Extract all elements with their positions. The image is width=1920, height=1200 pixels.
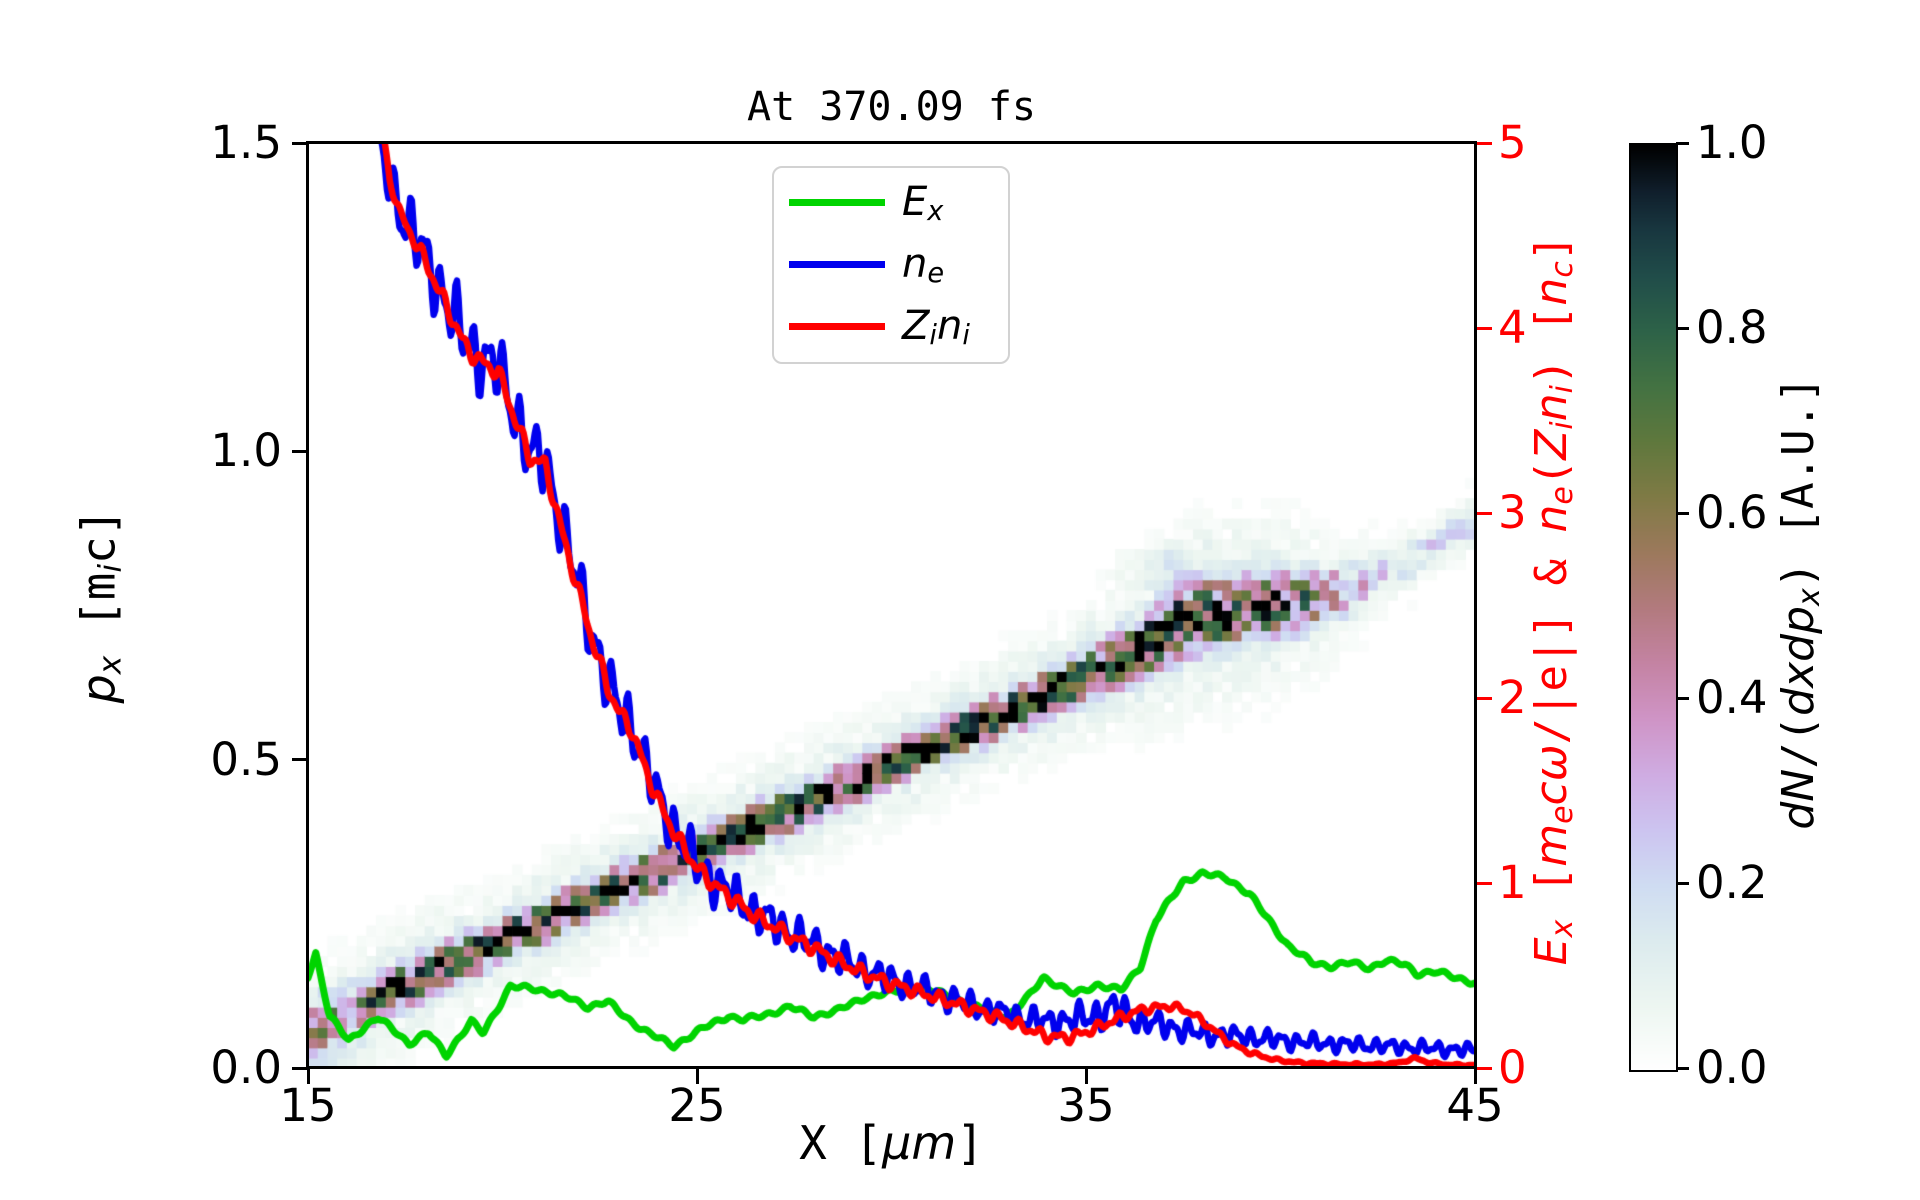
label-segment: e: [1544, 805, 1580, 824]
legend-box: Ex ne Zini: [772, 166, 1010, 364]
label-segment: [m: [71, 572, 126, 656]
y-right-tick-label: 3: [1498, 486, 1527, 539]
x-tick: [1084, 1069, 1088, 1084]
x-tick: [1473, 1069, 1477, 1084]
colorbar-tick: [1676, 141, 1689, 145]
plot-title: At 370.09 fs: [747, 84, 1036, 130]
x-tick-label: 25: [668, 1079, 726, 1132]
label-segment: x: [1791, 588, 1827, 606]
y-left-tick: [292, 141, 307, 145]
legend-line-swatch: [789, 261, 885, 269]
y-right-tick-label: 1: [1498, 856, 1527, 909]
colorbar-label: dN/(dxdpx) [A.U.]: [1773, 376, 1827, 829]
y-right-tick: [1477, 511, 1492, 515]
colorbar-gradient: [1631, 145, 1676, 1070]
y-right-tick-label: 0: [1498, 1041, 1527, 1094]
label-segment: i: [929, 319, 937, 351]
y-left-tick-label: 1.0: [210, 424, 282, 478]
legend-line-swatch: [789, 323, 885, 331]
label-segment: ): [1773, 535, 1825, 589]
label-segment: n: [902, 241, 928, 288]
label-segment: Z: [902, 303, 930, 350]
label-segment: i: [1544, 421, 1580, 430]
x-tick-label: 15: [279, 1079, 337, 1132]
label-segment: i: [92, 563, 129, 573]
legend-line-swatch: [789, 199, 885, 207]
colorbar-tick-label: 1.0: [1696, 116, 1768, 169]
y-left-tick: [292, 1066, 307, 1070]
y-left-tick-label: 1.5: [210, 116, 282, 169]
label-segment: c: [1544, 261, 1580, 278]
label-segment: x: [927, 195, 944, 227]
label-segment: x: [92, 655, 129, 675]
label-segment: c]: [71, 508, 126, 564]
x-tick: [306, 1069, 310, 1084]
y-left-tick: [292, 449, 307, 453]
colorbar-tick-label: 0.4: [1696, 671, 1768, 724]
y-axis-label-left: px [mic]: [72, 509, 129, 704]
colorbar-tick-label: 0.0: [1696, 1041, 1768, 1094]
x-tick-label: 45: [1446, 1079, 1504, 1132]
label-segment: (: [1526, 459, 1578, 487]
colorbar-tick: [1676, 881, 1689, 885]
colorbar-tick: [1676, 326, 1689, 330]
y-right-tick-label: 4: [1498, 301, 1527, 354]
x-tick-label: 35: [1057, 1079, 1115, 1132]
left-spine: [306, 141, 309, 1069]
label-segment: p: [71, 674, 126, 704]
label-segment: μm: [882, 1116, 957, 1170]
legend-item-ne: ne: [774, 241, 1008, 289]
colorbar-tick-label: 0.8: [1696, 301, 1768, 354]
y-right-tick: [1477, 696, 1492, 700]
label-segment: E: [1526, 937, 1578, 966]
colorbar: [1629, 143, 1678, 1072]
label-segment: c: [1526, 781, 1578, 806]
x-axis-label: X [μm]: [308, 1116, 1475, 1170]
legend-item-label: ne: [902, 241, 944, 289]
label-segment: X [: [799, 1116, 883, 1170]
legend-item-label: Zini: [902, 303, 970, 351]
y-right-tick: [1477, 326, 1492, 330]
label-segment: i: [1544, 385, 1580, 394]
right-spine: [1474, 141, 1477, 1069]
colorbar-tick-label: 0.2: [1696, 856, 1768, 909]
label-segment: x: [1544, 919, 1580, 938]
y-right-tick: [1477, 881, 1492, 885]
legend-item-ex: Ex: [774, 179, 1008, 227]
y-left-tick-label: 0.0: [210, 1041, 282, 1094]
label-segment: Z: [1526, 429, 1578, 460]
legend-item-zini: Zini: [774, 303, 1008, 351]
x-tick: [695, 1069, 699, 1084]
label-segment: n: [936, 303, 963, 350]
y-right-tick-label: 5: [1498, 116, 1527, 169]
y-right-tick: [1477, 1066, 1492, 1070]
label-segment: ]: [956, 1116, 984, 1170]
y-right-tick-label: 2: [1498, 671, 1527, 724]
y-left-tick-label: 0.5: [210, 732, 282, 786]
legend-item-label: Ex: [902, 179, 943, 227]
colorbar-tick: [1676, 696, 1689, 700]
top-spine: [306, 141, 1477, 144]
label-segment: ]: [1526, 234, 1578, 262]
label-segment: dN: [1773, 768, 1825, 830]
y-right-tick: [1477, 141, 1492, 145]
label-segment: E: [902, 179, 928, 226]
colorbar-tick: [1676, 511, 1689, 515]
colorbar-tick-label: 0.6: [1696, 486, 1768, 539]
bottom-spine: [306, 1066, 1477, 1069]
label-segment: n: [1526, 393, 1578, 422]
colorbar-tick: [1676, 1066, 1689, 1070]
label-segment: e: [927, 257, 945, 289]
label-segment: i: [962, 319, 970, 351]
y-left-tick: [292, 758, 307, 762]
label-segment: ω: [1526, 744, 1578, 782]
